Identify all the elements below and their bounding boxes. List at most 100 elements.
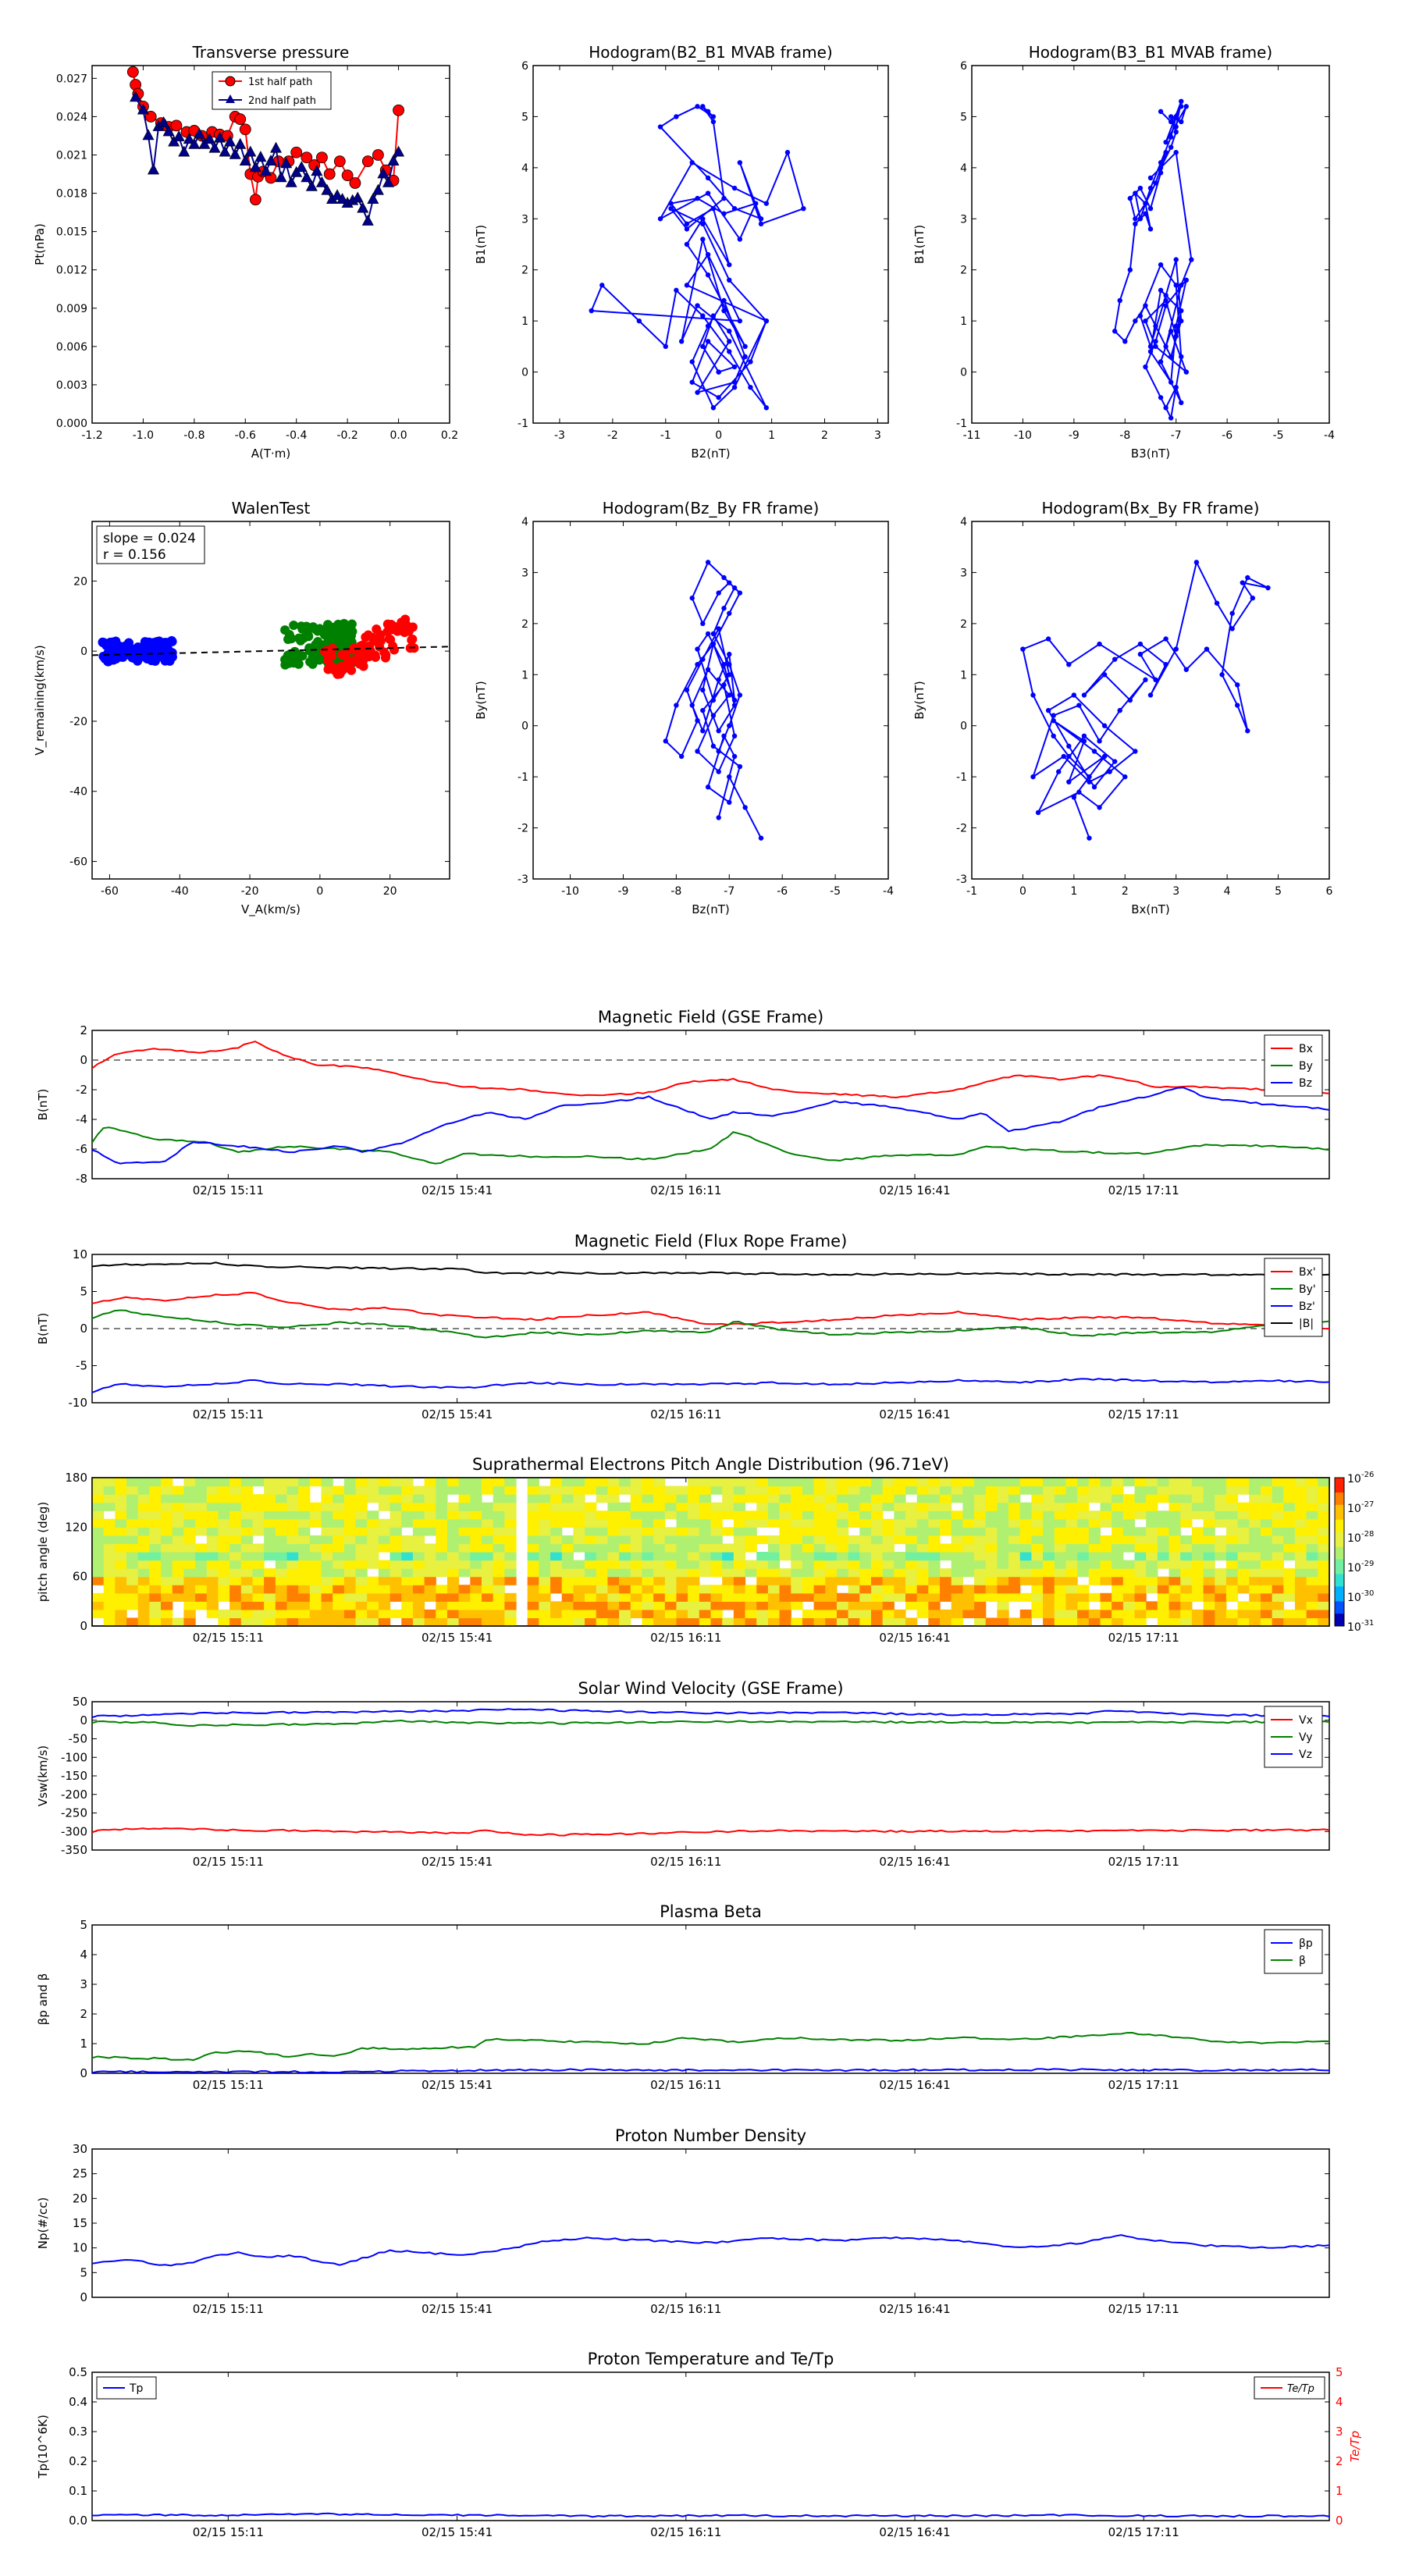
heatmap-cell: [539, 1568, 551, 1578]
heatmap-cell: [962, 1535, 975, 1545]
heatmap-cell: [676, 1518, 688, 1528]
heatmap-cell: [1065, 1510, 1078, 1520]
heatmap-cell: [722, 1543, 735, 1553]
y-tick-label: 6: [521, 60, 528, 73]
heatmap-cell: [481, 1601, 494, 1610]
heatmap-cell: [149, 1494, 162, 1503]
data-point: [1147, 226, 1154, 232]
colorbar-cell: [1335, 1478, 1344, 1481]
heatmap-cell: [642, 1568, 654, 1578]
chart-title: Solar Wind Velocity (GSE Frame): [578, 1679, 843, 1698]
heatmap-cell: [172, 1502, 185, 1511]
heatmap-cell: [962, 1543, 975, 1553]
heatmap-cell: [859, 1518, 872, 1528]
heatmap-cell: [894, 1518, 906, 1528]
heatmap-cell: [1203, 1494, 1215, 1503]
heatmap-cell: [92, 1510, 105, 1520]
time-tick-label: 02/15 15:41: [422, 1183, 493, 1197]
walen-test-panel-frame: [91, 521, 450, 880]
heatmap-cell: [1043, 1568, 1055, 1578]
heatmap-cell: [836, 1617, 849, 1626]
data-point: [1112, 329, 1118, 334]
x-tick-label: 6: [1326, 885, 1333, 898]
heatmap-cell: [218, 1560, 230, 1569]
heatmap-cell: [470, 1518, 482, 1528]
heatmap-cell: [756, 1585, 769, 1594]
heatmap-cell: [389, 1609, 402, 1619]
heatmap-cell: [137, 1527, 150, 1536]
heatmap-cell: [664, 1485, 678, 1495]
colorbar-cell: [1335, 1601, 1344, 1604]
y-tick-label: -150: [61, 1769, 87, 1783]
heatmap-cell: [481, 1609, 494, 1619]
heatmap-cell: [550, 1609, 563, 1619]
legend: Bx'By'Bz'|B|: [1264, 1258, 1323, 1337]
y-tick-label: -3: [956, 873, 967, 886]
y-tick-label: 0.0: [69, 2514, 87, 2528]
heatmap-cell: [321, 1617, 333, 1626]
heatmap-cell: [596, 1510, 609, 1520]
data-point: [705, 785, 711, 790]
heatmap-cell: [309, 1510, 322, 1520]
heatmap-cell: [389, 1560, 402, 1569]
heatmap-cell: [825, 1592, 838, 1602]
data-point: [1153, 343, 1158, 350]
heatmap-cell: [791, 1617, 803, 1626]
heatmap-cell: [1283, 1617, 1296, 1626]
density-panel: Proton Number DensityNp(#/cc)05101520253…: [36, 2126, 1330, 2316]
heatmap-cell: [573, 1478, 585, 1487]
data-point: [1147, 349, 1154, 354]
heatmap-cell: [103, 1478, 116, 1487]
heatmap-cell: [756, 1560, 769, 1569]
heatmap-cell: [1180, 1585, 1193, 1594]
time-tick-label: 02/15 16:11: [650, 1855, 721, 1869]
heatmap-frame: [91, 1477, 1330, 1627]
series-line: [92, 1261, 1329, 1276]
colorbar-cell: [1335, 1596, 1344, 1599]
heatmap-cell: [870, 1576, 884, 1585]
heatmap-cell: [321, 1543, 333, 1553]
colorbar-tick-label: 10: [1347, 1473, 1361, 1485]
data-point: [1117, 297, 1122, 304]
heatmap-cell: [951, 1552, 963, 1561]
heatmap-cell: [539, 1527, 551, 1536]
heatmap-cell: [321, 1592, 333, 1602]
heatmap-cell: [264, 1502, 276, 1511]
heatmap-cell: [573, 1560, 585, 1569]
heatmap-cell: [115, 1552, 127, 1561]
heatmap-cell: [1031, 1568, 1044, 1578]
heatmap-cell: [343, 1552, 357, 1561]
heatmap-cell: [286, 1543, 299, 1553]
data-point: [695, 662, 700, 667]
heatmap-cell: [275, 1485, 288, 1495]
heatmap-cell: [1043, 1518, 1055, 1528]
heatmap-cell: [183, 1478, 196, 1487]
data-point: [1173, 283, 1179, 288]
heatmap-cell: [653, 1576, 666, 1585]
x-tick-label: -9: [617, 885, 628, 898]
data-point: [1229, 610, 1235, 616]
heatmap-cell: [1203, 1510, 1215, 1520]
heatmap-cell: [928, 1543, 941, 1553]
heatmap-cell: [1088, 1535, 1101, 1545]
heatmap-cell: [962, 1527, 975, 1536]
heatmap-cell: [676, 1568, 688, 1578]
heatmap-cell: [195, 1552, 208, 1561]
heatmap-cell: [573, 1543, 585, 1553]
y-tick-label: 4: [80, 1948, 87, 1962]
heatmap-cell: [859, 1485, 872, 1495]
heatmap-cell: [218, 1478, 230, 1487]
data-point: [1133, 318, 1138, 324]
heatmap-cell: [539, 1617, 551, 1626]
heatmap-cell: [791, 1568, 803, 1578]
heatmap-cell: [298, 1601, 311, 1610]
heatmap-cell: [1294, 1609, 1307, 1619]
heatmap-cell: [1237, 1568, 1250, 1578]
hodogram-b3b1-panel-frame: [971, 65, 1330, 424]
x-tick-label: -5: [830, 885, 841, 898]
heatmap-cell: [504, 1527, 517, 1536]
heatmap-cell: [722, 1478, 735, 1487]
heatmap-cell: [848, 1518, 860, 1528]
heatmap-cell: [699, 1478, 712, 1487]
colorbar-cell: [1335, 1603, 1344, 1607]
